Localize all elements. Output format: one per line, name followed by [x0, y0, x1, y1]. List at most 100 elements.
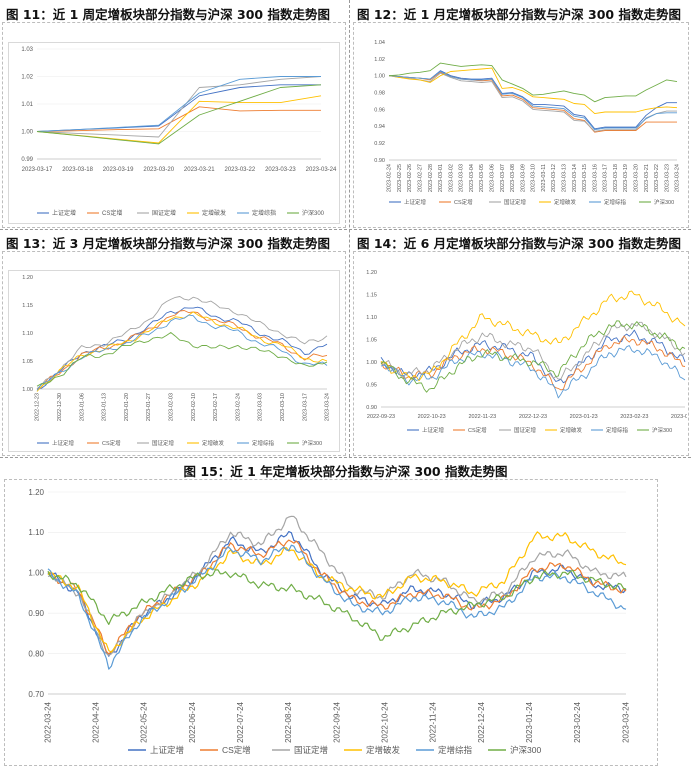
- x-tick-label: 2023-03-20: [634, 164, 640, 192]
- legend-label: 国证定增: [152, 209, 176, 217]
- figure-13-title: 图 13：近 3 月定增板块部分指数与沪深 300 指数走势图: [6, 236, 330, 251]
- figure-12-title: 图 12：近 1 月定增板块部分指数与沪深 300 指数走势图: [357, 7, 681, 22]
- figure-14-chart-area: 0.90 0.95 1.00 1.05 1.10 1.15 1.20 2022-09-23 20…: [357, 262, 691, 454]
- x-tick-label: 2023-01-20: [124, 393, 130, 421]
- x-tick-label: 2023-03-08: [510, 164, 516, 192]
- x-tick-label: 2023-02-25: [397, 164, 403, 192]
- series-line-6: [388, 62, 678, 103]
- legend-label: 上证定增: [404, 198, 426, 206]
- x-tick-label: 2023-03-23: [664, 164, 670, 192]
- x-tick-label: 2023-02-28: [428, 164, 434, 192]
- x-tick-label: 2023-02-26: [407, 164, 413, 192]
- x-tick-label: 2022-11-23: [468, 414, 496, 420]
- x-tick-label: 2023-01-27: [146, 393, 152, 421]
- figure-11-chart-area: 0.99 1.00 1.01 1.02 1.03 2023-03-17 2023-03-18…: [8, 42, 340, 224]
- y-tick-label: 0.99: [21, 157, 33, 163]
- x-tick-label: 2023-03-18: [613, 164, 619, 192]
- legend-label: 定增破发: [202, 439, 225, 447]
- legend-label: 定增综指: [606, 426, 629, 434]
- legend-label: 国证定增: [504, 198, 526, 206]
- x-tick-label: 2023-03-03: [258, 393, 264, 421]
- series-line-5: [47, 544, 627, 670]
- legend-label: 定增破发: [560, 426, 583, 434]
- x-tick-label: 2022-10-23: [418, 414, 446, 420]
- figure-13-frame: [2, 251, 346, 456]
- y-tick-label: 0.90: [28, 609, 44, 618]
- series-line-2: [36, 106, 321, 132]
- x-tick-label: 2023-02-17: [213, 393, 219, 421]
- y-tick-label: 1.02: [374, 57, 385, 63]
- series-line-6: [47, 569, 627, 641]
- legend-label: CS定增: [102, 439, 121, 447]
- x-tick-label: 2023-03-09: [520, 164, 526, 192]
- figure-15-title: 图 15：近 1 年定增板块部分指数与沪深 300 指数走势图: [183, 464, 508, 479]
- figure-12-frame: [353, 22, 689, 228]
- legend-label: 定增综指: [252, 439, 275, 447]
- legend-label: 上证定增: [422, 426, 444, 434]
- x-tick-label: 2023-03-10: [280, 393, 286, 421]
- x-tick-label: 2022-04-24: [92, 701, 101, 742]
- figure-14-svg: 0.90 0.95 1.00 1.05 1.10 1.15 1.20 2022-09-23 20…: [366, 270, 691, 434]
- x-tick-label: 2022-12-23: [35, 393, 41, 421]
- series-line-1: [36, 306, 328, 390]
- x-tick-label: 2022-12-23: [519, 414, 547, 420]
- x-tick-label: 2023-03-17: [22, 167, 53, 173]
- y-tick-label: 1.01: [21, 102, 33, 108]
- x-tick-label: 2023-03-23: [265, 167, 296, 173]
- series-line-2: [388, 71, 677, 133]
- legend-label: 沪深300: [302, 439, 322, 447]
- x-tick-label: 2023-02-23: [620, 414, 648, 420]
- x-tick-label: 2023-02-24: [387, 164, 393, 192]
- x-tick-label: 2023-03-17: [302, 393, 308, 421]
- series-line-5: [388, 71, 677, 131]
- figure-14-frame: [353, 251, 689, 456]
- series-line-2: [47, 539, 627, 655]
- x-tick-label: 2023-01-13: [102, 393, 108, 421]
- legend-label: 上证定增: [150, 745, 184, 755]
- x-tick-label: 2023-02-24: [573, 701, 582, 742]
- series-line-3: [47, 515, 627, 656]
- y-tick-label: 0.90: [366, 405, 377, 411]
- legend-label: CS定增: [102, 209, 122, 217]
- column-separator: [349, 0, 350, 457]
- legend-label: 国证定增: [514, 426, 536, 434]
- x-tick-label: 2023-03-05: [479, 164, 485, 192]
- y-tick-label: 0.80: [28, 649, 44, 658]
- x-tick-label: 2023-03-07: [500, 164, 506, 192]
- x-tick-label: 2023-03-19: [103, 167, 134, 173]
- x-tick-label: 2023-03-16: [592, 164, 598, 192]
- x-tick-label: 2023-01-24: [525, 701, 534, 742]
- x-tick-label: 2022-12-30: [57, 393, 63, 421]
- x-tick-label: 2022-09-24: [332, 701, 341, 742]
- x-tick-label: 2022-06-24: [188, 701, 197, 742]
- y-tick-label: 1.15: [366, 292, 377, 298]
- x-tick-label: 2023-03-14: [572, 164, 578, 192]
- x-tick-label: 2023-03-06: [490, 164, 496, 192]
- x-tick-label: 2023-03-10: [531, 164, 537, 192]
- figure-11: 图 11：近 1 周定增板块部分指数与沪深 300 指数走势图 0.99 1.00…: [0, 0, 348, 230]
- y-tick-label: 1.20: [22, 275, 33, 281]
- series-line-4: [388, 67, 678, 115]
- legend-label: 沪深300: [302, 209, 325, 217]
- legend-label: 定增综指: [252, 209, 276, 217]
- x-tick-label: 2022-10-24: [381, 701, 390, 742]
- x-tick-label: 2023-03-03: [459, 164, 465, 192]
- figure-14: 图 14：近 6 月定增板块部分指数与沪深 300 指数走势图 0.90 0.95…: [351, 230, 691, 458]
- x-tick-label: 2022-12-24: [477, 701, 486, 742]
- x-tick-label: 2023-03-24: [325, 393, 331, 421]
- legend-label: CS定增: [454, 198, 473, 206]
- y-tick-label: 1.03: [21, 47, 33, 53]
- legend-label: 定增破发: [202, 209, 226, 217]
- x-tick-label: 2022-05-24: [140, 701, 149, 742]
- figure-13: 图 13：近 3 月定增板块部分指数与沪深 300 指数走势图 1.00 1.05…: [0, 230, 348, 458]
- figure-11-svg: 0.99 1.00 1.01 1.02 1.03 2023-03-17 2023-03-18…: [21, 47, 337, 217]
- figure-15-frame: [4, 479, 658, 766]
- series-line-1: [36, 84, 321, 132]
- row-separator-2: [0, 457, 691, 458]
- x-tick-label: 2023-02-27: [418, 164, 424, 192]
- y-tick-label: 1.10: [28, 528, 44, 537]
- y-tick-label: 0.95: [366, 382, 377, 388]
- y-tick-label: 1.10: [22, 331, 33, 337]
- series-line-6: [36, 332, 328, 387]
- y-tick-label: 0.70: [28, 690, 44, 699]
